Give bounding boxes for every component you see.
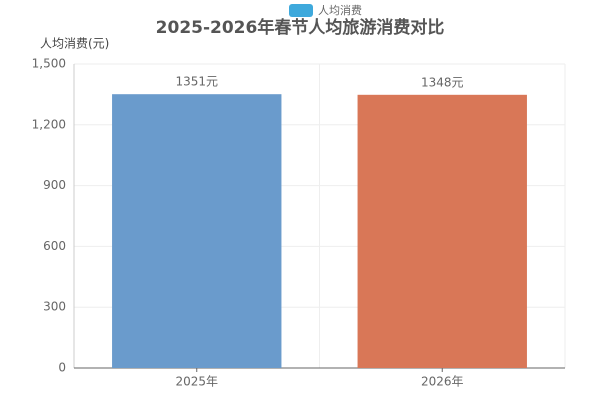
bar	[357, 94, 527, 369]
y-axis-label: 人均消费(元)	[40, 37, 109, 51]
y-tick-label: 900	[43, 178, 66, 192]
bar	[112, 94, 282, 369]
value-label: 1351元	[175, 75, 218, 89]
x-tick-label: 2026年	[421, 375, 464, 389]
legend-label: 人均消费	[318, 3, 362, 17]
y-tick-label: 600	[43, 239, 66, 253]
legend-swatch	[289, 4, 313, 17]
chart-title: 2025-2026年春节人均旅游消费对比	[156, 17, 445, 38]
x-tick-label: 2025年	[175, 375, 218, 389]
y-tick-label: 1,500	[32, 57, 66, 71]
y-tick-label: 0	[58, 361, 66, 375]
value-label: 1348元	[421, 75, 464, 89]
y-tick-label: 1,200	[32, 117, 66, 131]
y-tick-label: 300	[43, 300, 66, 314]
